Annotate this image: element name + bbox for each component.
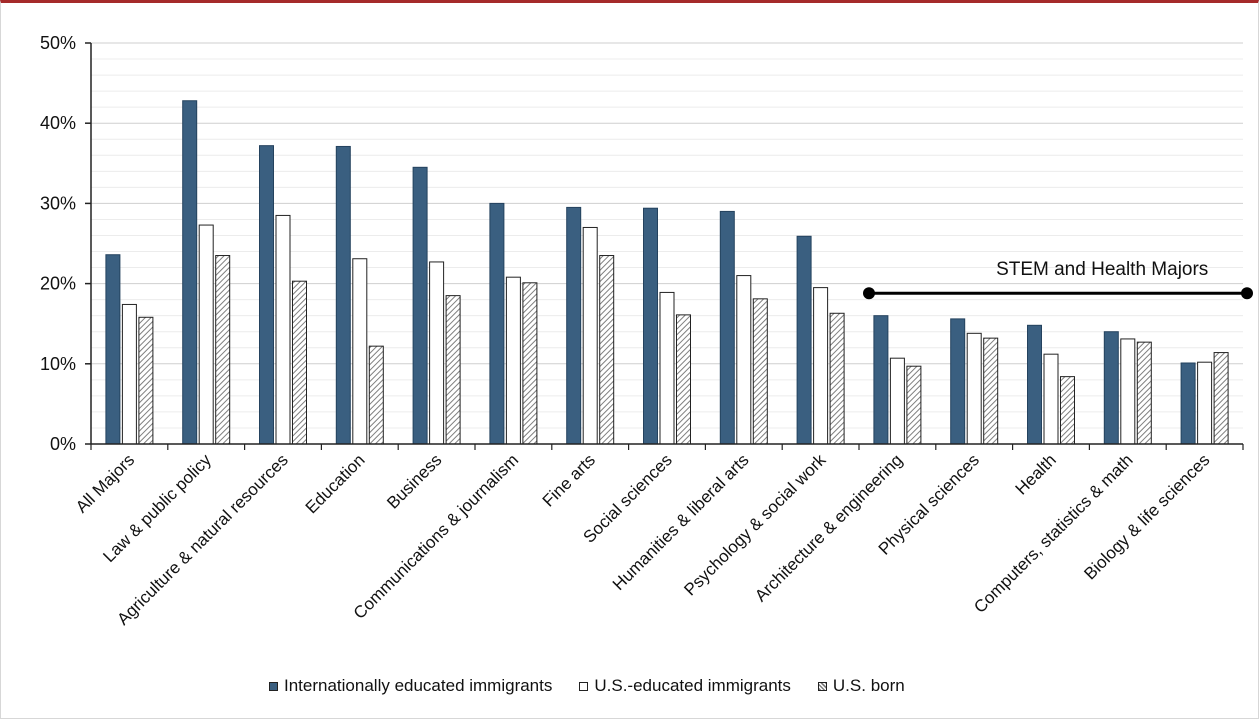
- x-category-label: All Majors: [72, 450, 138, 516]
- y-tick-label: 20%: [40, 274, 76, 294]
- bar-us-born: [215, 255, 231, 445]
- y-tick-label: 40%: [40, 113, 76, 133]
- stem-bracket-right-dot: [1241, 287, 1253, 300]
- bar-us-educated: [1120, 338, 1136, 445]
- bar-us-educated: [813, 287, 829, 445]
- bar-us-educated: [966, 332, 982, 445]
- bar-us-educated: [429, 261, 445, 445]
- bar-international: [412, 166, 428, 445]
- bar-us-born: [1136, 341, 1152, 445]
- bar-us-born: [599, 255, 615, 445]
- bar-us-educated: [1043, 353, 1059, 445]
- bar-us-educated: [121, 303, 137, 445]
- x-category-label: Fine arts: [539, 450, 599, 510]
- bar-us-born: [138, 316, 154, 445]
- x-category-label: Communications & journalism: [350, 450, 522, 622]
- stem-bracket-left-dot: [863, 287, 875, 300]
- bar-us-educated: [505, 276, 521, 445]
- x-category-label: Business: [383, 450, 445, 512]
- bar-us-born: [983, 337, 999, 445]
- legend-item-international: Internationally educated immigrants: [269, 676, 552, 696]
- legend-item-us-educated: U.S.-educated immigrants: [579, 676, 791, 696]
- bar-international: [489, 202, 505, 445]
- legend-item-us-born: U.S. born: [817, 676, 905, 696]
- x-category-label: Humanities & liberal arts: [609, 450, 753, 594]
- bar-international: [1027, 324, 1042, 445]
- bar-international: [643, 207, 658, 445]
- bar-us-born: [676, 314, 691, 445]
- bar-us-educated: [736, 275, 752, 445]
- y-tick-label: 10%: [40, 354, 76, 374]
- bar-us-educated: [198, 224, 214, 445]
- stem-annotation-label: STEM and Health Majors: [996, 259, 1208, 280]
- legend-label-us-educated: U.S.-educated immigrants: [594, 676, 791, 695]
- bar-us-educated: [1197, 361, 1213, 445]
- y-tick-label: 50%: [40, 33, 76, 53]
- bar-us-born: [368, 345, 384, 445]
- legend-swatch-us-educated: [579, 681, 589, 691]
- bar-us-born: [829, 312, 845, 445]
- x-category-label: Computers, statistics & math: [970, 450, 1136, 616]
- bar-international: [182, 100, 198, 445]
- bar-international: [335, 145, 351, 445]
- bar-us-born: [445, 295, 461, 445]
- bar-us-educated: [889, 357, 905, 445]
- x-category-label: Education: [302, 450, 369, 517]
- bar-us-born: [1060, 376, 1075, 445]
- bar-international: [1103, 331, 1119, 445]
- bar-international: [873, 315, 889, 445]
- bar-us-educated: [582, 226, 598, 445]
- bar-international: [1180, 362, 1196, 445]
- bar-us-born: [1213, 352, 1229, 445]
- bars: [105, 100, 1229, 445]
- stem-annotation: STEM and Health Majors: [863, 259, 1253, 300]
- legend-label-us-born: U.S. born: [832, 676, 905, 695]
- legend-swatch-us-born: [817, 681, 827, 691]
- y-tick-label: 0%: [50, 434, 76, 454]
- bar-us-born: [522, 282, 538, 445]
- legend-label-international: Internationally educated immigrants: [284, 676, 553, 695]
- bar-international: [950, 318, 966, 445]
- bar-international: [796, 235, 812, 445]
- bar-us-educated: [659, 291, 675, 445]
- bar-us-educated: [275, 214, 291, 445]
- x-category-label: Architecture & engineering: [751, 450, 906, 605]
- x-category-label: Agriculture & natural resources: [113, 450, 291, 628]
- y-tick-label: 30%: [40, 193, 76, 213]
- bar-us-educated: [352, 258, 368, 445]
- bar-us-born: [292, 280, 307, 445]
- bar-us-born: [906, 365, 922, 445]
- bar-international: [259, 145, 274, 445]
- bar-international: [566, 206, 582, 445]
- bar-international: [105, 254, 121, 445]
- bar-international: [719, 210, 735, 445]
- legend: Internationally educated immigrants U.S.…: [269, 676, 932, 696]
- x-category-label: Psychology & social work: [680, 450, 829, 599]
- bar-us-born: [752, 298, 768, 445]
- legend-swatch-international: [269, 681, 278, 691]
- x-category-label: Health: [1012, 450, 1060, 498]
- x-category-label: Biology & life sciences: [1080, 450, 1213, 583]
